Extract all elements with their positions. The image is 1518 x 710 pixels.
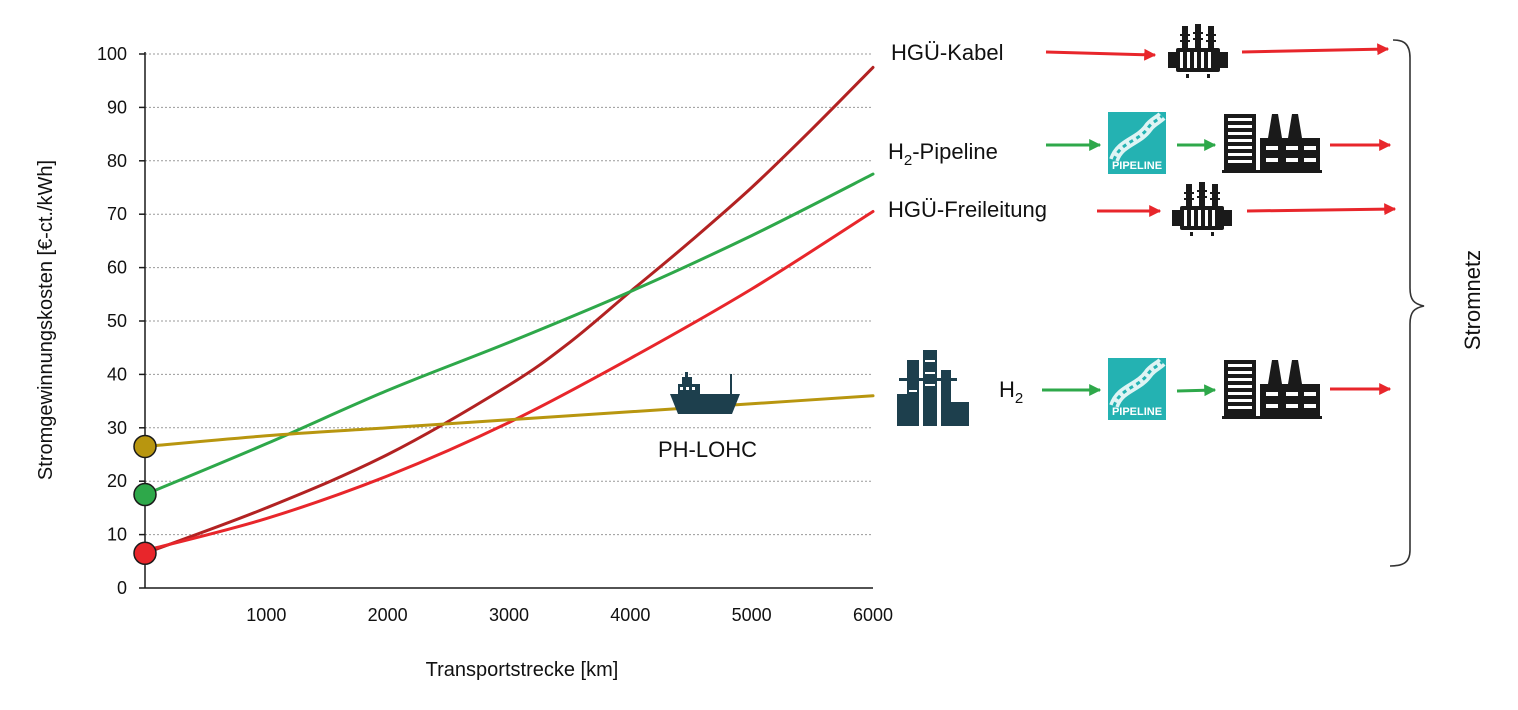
y-tick-label: 80 <box>107 151 127 171</box>
y-tick-label: 100 <box>97 44 127 64</box>
x-axis-title: Transportstrecke [km] <box>426 659 619 681</box>
y-tick-labels: 0 10 20 30 40 50 60 70 80 90 100 <box>97 44 145 598</box>
y-tick-label: 10 <box>107 525 127 545</box>
start-marker-2 <box>133 541 157 566</box>
x-tick-label: 4000 <box>610 605 650 625</box>
chart-grid <box>145 53 873 536</box>
y-tick-label: 0 <box>117 578 127 598</box>
x-tick-labels: 1000 2000 3000 4000 5000 6000 <box>246 605 893 625</box>
y-tick-label: 60 <box>107 258 127 278</box>
x-tick-label: 1000 <box>246 605 286 625</box>
x-tick-label: 6000 <box>853 605 893 625</box>
transformer-icon <box>1172 182 1232 236</box>
series-lines <box>143 65 875 555</box>
stromnetz-brace <box>1389 39 1425 567</box>
transformer-icon <box>1168 24 1228 78</box>
start-marker-1 <box>133 482 157 507</box>
series-line-0 <box>143 65 875 555</box>
route-label-h2-pipeline: H2-Pipeline <box>888 139 998 169</box>
x-tick-label: 5000 <box>732 605 772 625</box>
arrow-green <box>1176 384 1217 397</box>
x-tick-label: 2000 <box>368 605 408 625</box>
start-markers <box>133 434 157 566</box>
y-tick-label: 30 <box>107 418 127 438</box>
start-marker-0 <box>133 434 157 459</box>
route-label-hgue-kabel: HGÜ-Kabel <box>891 40 1003 65</box>
arrow-red <box>1241 43 1390 56</box>
stromnetz-label: Stromnetz <box>1460 250 1485 350</box>
y-tick-label: 70 <box>107 204 127 224</box>
arrow-red <box>1045 48 1157 61</box>
pipeline-icon-text: PIPELINE <box>1112 406 1162 418</box>
power-plant-icon <box>1222 114 1322 173</box>
lohc-label: PH-LOHC <box>658 437 757 462</box>
pipeline-icon-text: PIPELINE <box>1112 160 1162 172</box>
y-axis-title: Stromgewinnungskosten [€-ct./kWh] <box>35 160 57 480</box>
y-tick-label: 40 <box>107 364 127 384</box>
route-hgue-kabel: HGÜ-Kabel <box>891 24 1390 78</box>
transport-routes: HGÜ-Kabel H2-Pipeline PIPELINE HGÜ-Freil… <box>888 24 1485 567</box>
arrow-red <box>1246 203 1397 216</box>
x-tick-label: 3000 <box>489 605 529 625</box>
route-h2: H2 PIPELINE <box>897 350 1392 426</box>
ship-icon <box>670 372 740 414</box>
route-h2-pipeline: H2-Pipeline PIPELINE <box>888 112 1392 174</box>
refinery-icon <box>897 350 969 426</box>
route-label-h2: H2 <box>999 377 1023 407</box>
series-line-2 <box>143 172 875 497</box>
cost-chart: 0 10 20 30 40 50 60 70 80 90 100 1000 2000 3000 4000 5… <box>35 44 893 681</box>
y-tick-label: 20 <box>107 471 127 491</box>
route-label-hgue-freileitung: HGÜ-Freileitung <box>888 197 1047 222</box>
power-plant-icon <box>1222 360 1322 419</box>
route-hgue-freileitung: HGÜ-Freileitung <box>888 182 1397 236</box>
series-line-1 <box>143 210 875 553</box>
y-tick-label: 90 <box>107 97 127 117</box>
series-line-3 <box>143 394 875 448</box>
y-tick-label: 50 <box>107 311 127 331</box>
